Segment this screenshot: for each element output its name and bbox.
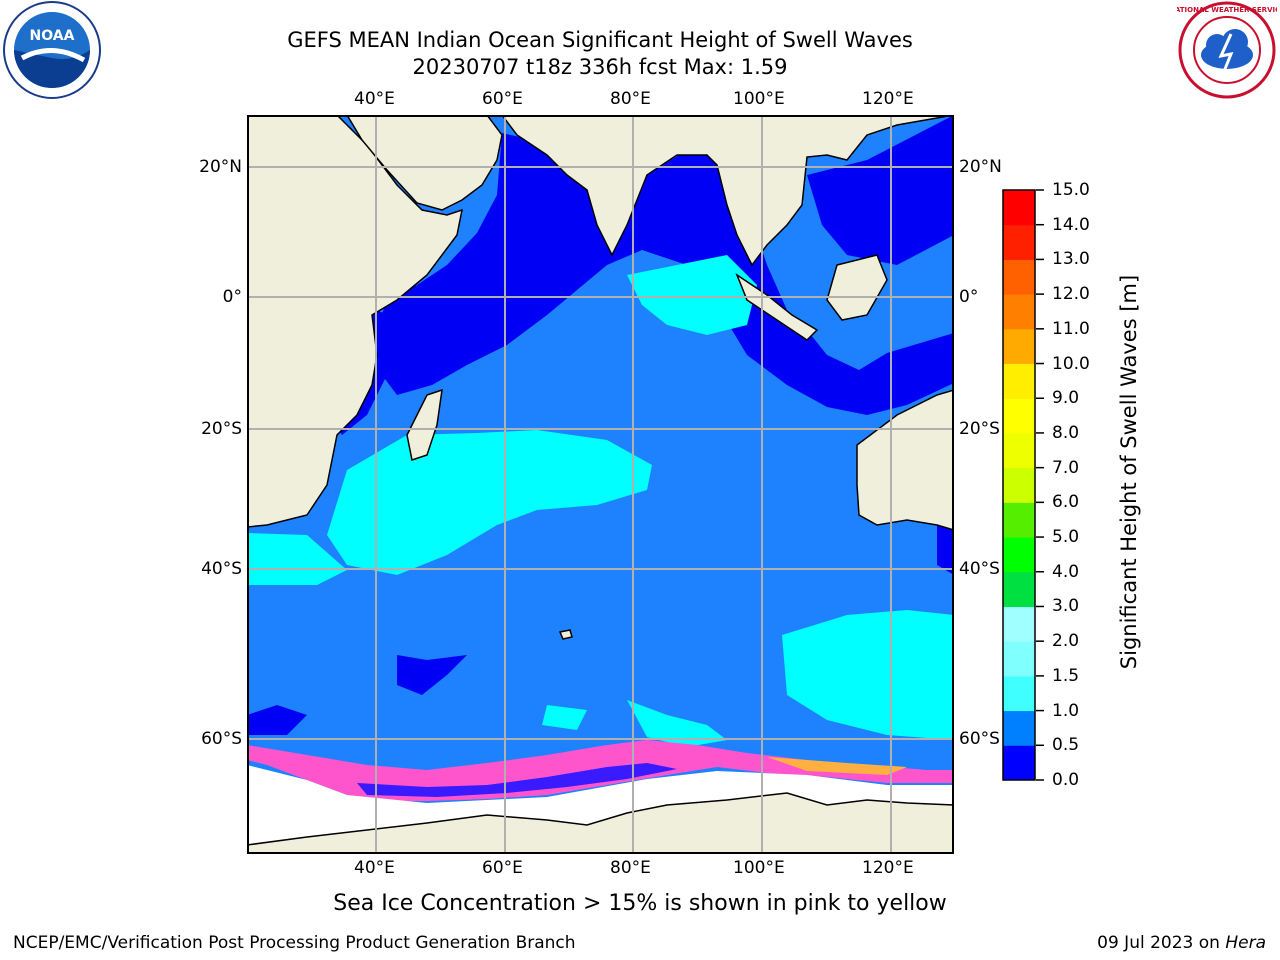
colorbar-tick-label: 0.5 <box>1052 735 1080 756</box>
lon-label-top-80: 80°E <box>610 89 651 109</box>
lat-label-left-20s: 20°S <box>201 419 242 439</box>
colorbar-tick-label: 14.0 <box>1052 214 1090 235</box>
high-swell-regions <box>247 255 954 747</box>
colorbar-band <box>1003 467 1035 503</box>
colorbar-band <box>1003 571 1035 607</box>
colorbar-tick-label: 7.0 <box>1052 457 1080 478</box>
lon-label-top-40: 40°E <box>354 89 395 109</box>
colorbar-band <box>1003 363 1035 399</box>
colorbar-tick-label: 10.0 <box>1052 353 1090 374</box>
lat-label-left-40s: 40°S <box>201 559 242 579</box>
colorbar-label: Significant Height of Swell Waves [m] <box>1117 274 1141 670</box>
colorbar-band <box>1003 432 1035 469</box>
lat-label-right-0: 0° <box>959 287 979 307</box>
colorbar-band <box>1003 675 1035 712</box>
lat-label-right-20s: 20°S <box>959 419 1000 439</box>
svg-text:NOAA: NOAA <box>30 28 75 44</box>
lon-label-bottom-40: 40°E <box>354 858 395 878</box>
footer-date: 09 Jul 2023 on Hera <box>1097 933 1266 953</box>
colorbar-ticks <box>1036 189 1044 781</box>
lat-label-left-0: 0° <box>222 287 242 307</box>
chart-title: GEFS MEAN Indian Ocean Significant Heigh… <box>287 28 913 52</box>
land-masses <box>247 115 954 854</box>
lon-label-bottom-120: 120°E <box>862 858 914 878</box>
sea-ice-caption: Sea Ice Concentration > 15% is shown in … <box>333 891 947 916</box>
colorbar-band <box>1003 294 1035 330</box>
footer-credit: NCEP/EMC/Verification Post Processing Pr… <box>13 933 576 953</box>
colorbar-band <box>1003 606 1035 642</box>
lat-label-right-20n: 20°N <box>959 157 1002 177</box>
colorbar-tick-label: 13.0 <box>1052 249 1090 270</box>
colorbar-band <box>1003 224 1035 260</box>
lat-label-left-60s: 60°S <box>201 729 242 749</box>
map-frame <box>247 115 954 854</box>
colorbar-tick-label: 12.0 <box>1052 284 1090 305</box>
lat-label-right-40s: 40°S <box>959 559 1000 579</box>
colorbar-band <box>1003 537 1035 573</box>
lon-label-top-120: 120°E <box>862 89 914 109</box>
colorbar-tick-label: 4.0 <box>1052 561 1080 582</box>
colorbar-tick-label: 9.0 <box>1052 388 1080 409</box>
lon-label-top-60: 60°E <box>482 89 523 109</box>
colorbar-band <box>1003 745 1035 781</box>
colorbar-band <box>1003 502 1035 538</box>
colorbar-band <box>1003 641 1035 677</box>
lat-label-right-60s: 60°S <box>959 729 1000 749</box>
colorbar-band <box>1003 259 1035 295</box>
colorbar-tick-label: 5.0 <box>1052 527 1080 548</box>
lon-label-bottom-60: 60°E <box>482 858 523 878</box>
colorbar-tick-label: 0.0 <box>1052 770 1080 790</box>
colorbar-band <box>1003 328 1035 365</box>
lon-label-bottom-100: 100°E <box>733 858 785 878</box>
colorbar-tick-label: 1.0 <box>1052 700 1080 721</box>
svg-text:NATIONAL WEATHER SERVICE: NATIONAL WEATHER SERVICE <box>1177 6 1277 14</box>
map-plot <box>247 115 954 854</box>
colorbar-band <box>1003 710 1035 746</box>
lat-label-left-20n: 20°N <box>199 157 242 177</box>
noaa-logo: NOAA <box>2 0 102 100</box>
colorbar-tick-label: 3.0 <box>1052 596 1080 617</box>
gridlines <box>247 115 954 854</box>
lon-label-top-100: 100°E <box>733 89 785 109</box>
colorbar-tick-label: 15.0 <box>1052 180 1090 200</box>
colorbar <box>1002 189 1036 781</box>
colorbar-tick-label: 6.0 <box>1052 492 1080 513</box>
chart-subtitle: 20230707 t18z 336h fcst Max: 1.59 <box>412 55 788 79</box>
colorbar-tick-label: 2.0 <box>1052 631 1080 652</box>
colorbar-tick-label: 8.0 <box>1052 422 1080 443</box>
colorbar-tick-label: 1.5 <box>1052 665 1080 686</box>
lon-label-bottom-80: 80°E <box>610 858 651 878</box>
colorbar-band <box>1003 190 1035 226</box>
nws-logo: NATIONAL WEATHER SERVICE <box>1169 0 1280 100</box>
colorbar-tick-label: 11.0 <box>1052 318 1090 339</box>
colorbar-band <box>1003 398 1035 434</box>
